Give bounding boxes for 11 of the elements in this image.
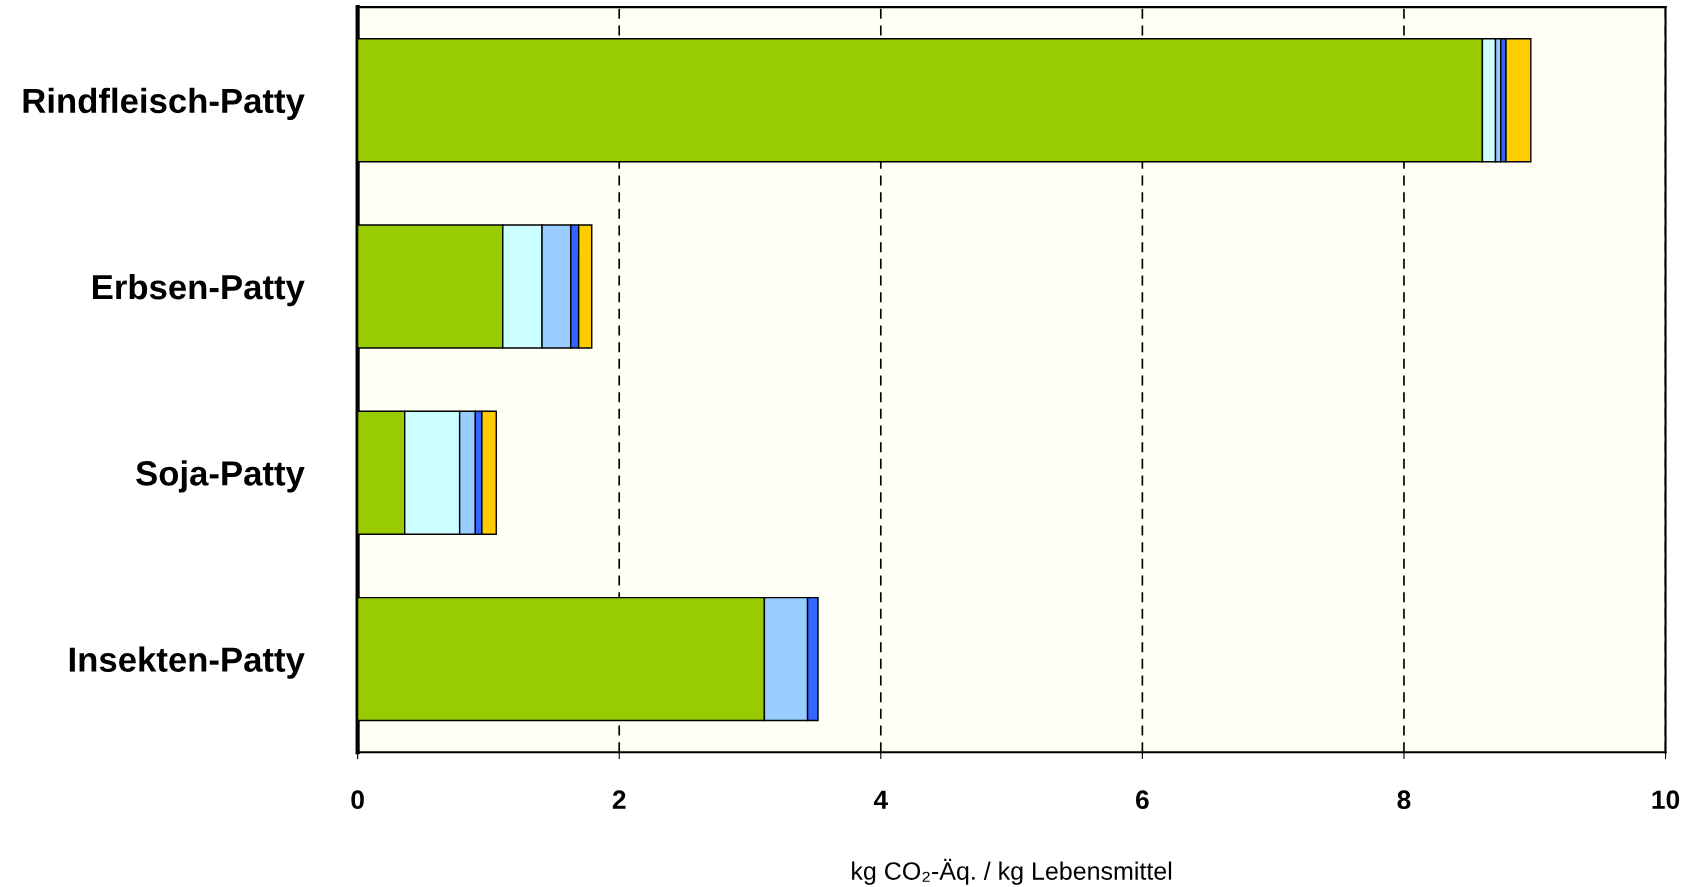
x-tick-label: 8 <box>1397 790 1411 810</box>
y-tick-label: Erbsen-Patty <box>93 273 305 307</box>
x-axis-title: kg CO₂-Äq. / kg Lebensmittel <box>852 858 1172 885</box>
y-tick-label: Insekten-Patty <box>69 646 305 679</box>
x-tick-label: 2 <box>612 790 626 809</box>
x-tick-label: 0 <box>351 790 364 810</box>
x-tick-label: 10 <box>1652 790 1680 810</box>
y-tick-label: Soja-Patty <box>136 460 305 493</box>
x-tick-label: 6 <box>1136 790 1149 810</box>
x-tick-label: 4 <box>873 790 888 809</box>
y-tick-label: Rindfleisch-Patty <box>23 87 305 121</box>
